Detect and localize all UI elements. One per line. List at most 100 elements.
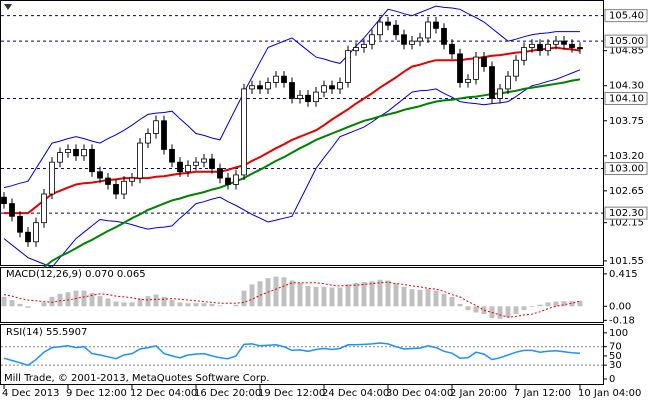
candle-body — [561, 40, 567, 45]
macd-bar — [81, 290, 87, 307]
candle-body — [569, 43, 575, 48]
candle-body — [33, 222, 39, 243]
candle-body — [49, 161, 55, 195]
macd-bar — [297, 282, 303, 307]
y-tick-label: 30 — [609, 360, 622, 371]
candle-body — [465, 78, 471, 83]
y-tick-label: 103.75 — [609, 116, 644, 127]
candle-body — [57, 152, 63, 163]
candle-body — [89, 149, 95, 173]
macd-bar — [17, 303, 23, 307]
macd-bar — [137, 298, 143, 307]
macd-signal — [3, 281, 581, 318]
macd-bar — [529, 306, 535, 308]
macd-bar — [113, 301, 119, 307]
rsi-panel — [0, 324, 604, 385]
candle-body — [433, 21, 439, 29]
x-tick-label: 9 Dec 12:00 — [66, 388, 127, 399]
macd-bar — [273, 276, 279, 307]
macd-bar — [393, 283, 399, 307]
macd-bar — [369, 281, 375, 307]
candle-body — [537, 43, 543, 52]
macd-bar — [473, 306, 479, 313]
level-label: 105.40 — [609, 11, 644, 22]
candle-body — [353, 47, 359, 52]
macd-bar — [553, 301, 559, 307]
macd-bar — [177, 302, 183, 307]
macd-bar — [289, 280, 295, 307]
candle-body — [545, 43, 551, 52]
level-label: 104.10 — [609, 93, 644, 104]
macd-bar — [385, 280, 391, 307]
y-tick-label: -0.18 — [609, 315, 635, 326]
y-tick-label: 0.415 — [609, 269, 638, 280]
candle-body — [497, 88, 503, 99]
macd-bar — [377, 279, 383, 307]
candle-body — [361, 43, 367, 48]
level-label: 105.00 — [609, 36, 644, 47]
candle-body — [137, 142, 143, 179]
candle-body — [9, 203, 15, 217]
y-tick-label: 50 — [609, 351, 622, 362]
x-tick-label: 7 Jan 12:00 — [514, 388, 571, 399]
candle-body — [257, 85, 263, 90]
candle-body — [105, 177, 111, 185]
x-tick-label: 2 Jan 20:00 — [450, 388, 507, 399]
macd-label: MACD(12,26,9) 0.070 0.065 — [6, 269, 146, 280]
x-tick-label: 4 Dec 2013 — [2, 388, 60, 399]
macd-bar — [569, 301, 575, 307]
candle-body — [265, 82, 271, 90]
level-label: 103.00 — [609, 164, 644, 175]
y-tick-label: 103.20 — [609, 151, 644, 162]
candle-body — [129, 177, 135, 182]
candle-body — [401, 34, 407, 45]
macd-bar — [449, 296, 455, 307]
level-label-box — [604, 34, 648, 48]
level-label-box — [604, 162, 648, 176]
y-tick-label: 101.55 — [609, 256, 644, 267]
candle-body — [441, 27, 447, 45]
rsi-label: RSI(14) 55.5907 — [6, 327, 87, 338]
expand-icon — [4, 4, 12, 10]
candle-body — [409, 40, 415, 45]
candle-body — [369, 34, 375, 45]
candle-body — [169, 149, 175, 163]
candle-body — [377, 21, 383, 36]
candle-body — [473, 56, 479, 80]
candle-body — [305, 94, 311, 103]
macd-panel — [0, 267, 604, 323]
macd-bar — [345, 284, 351, 307]
candle-body — [65, 149, 71, 154]
macd-bar — [25, 306, 31, 308]
macd-bar — [185, 303, 191, 307]
macd-bar — [129, 302, 135, 307]
y-tick-label: 0 — [609, 374, 615, 385]
candle-body — [337, 82, 343, 90]
macd-bar — [433, 290, 439, 307]
macd-bar — [441, 293, 447, 307]
candle-body — [153, 120, 159, 134]
macd-bar — [281, 277, 287, 307]
macd-bar — [65, 292, 71, 307]
candle-body — [25, 231, 31, 243]
macd-bar — [89, 293, 95, 307]
candle-body — [529, 43, 535, 48]
macd-bar — [1, 296, 7, 307]
candle-body — [177, 161, 183, 173]
macd-bar — [457, 303, 463, 307]
candle-body — [457, 53, 463, 83]
macd-bar — [513, 306, 519, 315]
y-tick-label: 100 — [609, 328, 628, 339]
macd-bar — [353, 282, 359, 307]
macd-bar — [41, 302, 47, 307]
x-tick-label: 10 Jan 04:00 — [578, 388, 641, 399]
y-tick-label: 102.15 — [609, 218, 644, 229]
candle-body — [513, 59, 519, 77]
macd-bar — [465, 306, 471, 311]
macd-bar — [257, 281, 263, 307]
macd-bar — [9, 300, 15, 307]
macd-bar — [201, 303, 207, 307]
candle-body — [505, 75, 511, 90]
macd-bar — [305, 285, 311, 307]
